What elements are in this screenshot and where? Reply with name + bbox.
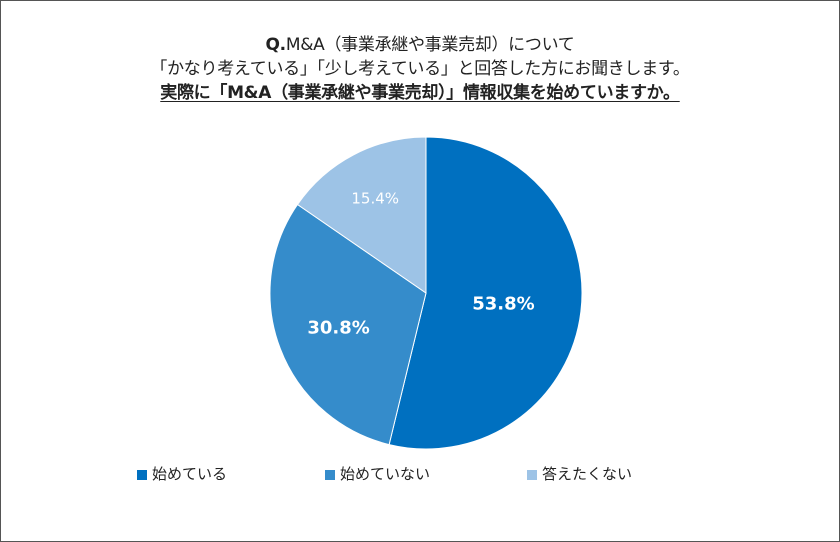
data-label: 53.8% — [472, 293, 534, 314]
slice-started — [388, 136, 583, 450]
title-text: M&A（事業承継や事業売却）について — [285, 35, 575, 55]
chart-title-line2: 「かなり考えている」「少し考えている」と回答した方にお聞きします。 — [150, 59, 690, 79]
slice-no-answer — [296, 136, 427, 294]
legend-item-no-answer: 答えたくない — [527, 463, 632, 484]
legend: 始めている 始めていない 答えたくない — [0, 463, 840, 487]
question-prefix: Q. — [265, 35, 287, 55]
chart-title-line3: 実際に「M&A（事業承継や事業売却）」情報収集を始めていますか。 — [160, 83, 680, 103]
legend-item-not-started: 始めていない — [325, 463, 430, 484]
chart-title-line1: Q.M&A（事業承継や事業売却）について — [0, 33, 840, 57]
legend-label: 始めていない — [340, 465, 431, 483]
data-label: 30.8% — [307, 317, 369, 338]
data-label: 15.4% — [351, 189, 399, 207]
legend-swatch — [137, 470, 147, 480]
legend-label: 始めている — [152, 465, 228, 483]
legend-swatch — [325, 470, 335, 480]
legend-item-started: 始めている — [137, 463, 227, 484]
legend-swatch — [527, 470, 537, 480]
slice-not-started — [269, 203, 427, 446]
legend-label: 答えたくない — [542, 465, 633, 483]
